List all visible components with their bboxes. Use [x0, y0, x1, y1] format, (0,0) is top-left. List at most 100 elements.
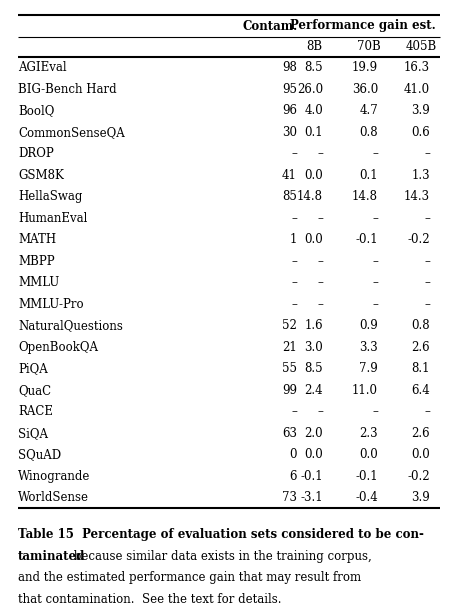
- Text: 26.0: 26.0: [297, 83, 323, 95]
- Text: 0.0: 0.0: [304, 169, 323, 182]
- Text: HellaSwag: HellaSwag: [18, 190, 82, 203]
- Text: 14.3: 14.3: [404, 190, 430, 203]
- Text: –: –: [317, 255, 323, 268]
- Text: –: –: [291, 147, 297, 160]
- Text: Table 15  Percentage of evaluation sets considered to be con-: Table 15 Percentage of evaluation sets c…: [18, 529, 424, 541]
- Text: 0.6: 0.6: [411, 126, 430, 139]
- Text: 1: 1: [290, 233, 297, 246]
- Text: 4.0: 4.0: [304, 104, 323, 117]
- Text: –: –: [291, 212, 297, 225]
- Text: 3.3: 3.3: [359, 341, 378, 354]
- Text: 2.6: 2.6: [411, 341, 430, 354]
- Text: –: –: [317, 405, 323, 418]
- Text: –: –: [424, 276, 430, 290]
- Text: 8.1: 8.1: [411, 362, 430, 375]
- Text: 14.8: 14.8: [352, 190, 378, 203]
- Text: 41.0: 41.0: [404, 83, 430, 95]
- Text: NaturalQuestions: NaturalQuestions: [18, 319, 123, 332]
- Text: 52: 52: [282, 319, 297, 332]
- Text: BoolQ: BoolQ: [18, 104, 54, 117]
- Text: -0.1: -0.1: [300, 470, 323, 483]
- Text: 6.4: 6.4: [411, 384, 430, 397]
- Text: CommonSenseQA: CommonSenseQA: [18, 126, 125, 139]
- Text: 0.8: 0.8: [359, 126, 378, 139]
- Text: MMLU: MMLU: [18, 276, 59, 290]
- Text: 3.9: 3.9: [411, 104, 430, 117]
- Text: 3.0: 3.0: [304, 341, 323, 354]
- Text: 95: 95: [282, 83, 297, 95]
- Text: –: –: [424, 147, 430, 160]
- Text: 0.0: 0.0: [359, 448, 378, 461]
- Text: 41: 41: [282, 169, 297, 182]
- Text: 63: 63: [282, 427, 297, 440]
- Text: 7.9: 7.9: [359, 362, 378, 375]
- Text: 70B: 70B: [357, 41, 381, 54]
- Text: QuaC: QuaC: [18, 384, 51, 397]
- Text: –: –: [291, 276, 297, 290]
- Text: –: –: [372, 147, 378, 160]
- Text: –: –: [424, 298, 430, 310]
- Text: -0.1: -0.1: [356, 470, 378, 483]
- Text: WorldSense: WorldSense: [18, 491, 89, 505]
- Text: –: –: [317, 147, 323, 160]
- Text: 11.0: 11.0: [352, 384, 378, 397]
- Text: 405B: 405B: [405, 41, 436, 54]
- Text: 55: 55: [282, 362, 297, 375]
- Text: –: –: [424, 212, 430, 225]
- Text: 2.6: 2.6: [411, 427, 430, 440]
- Text: OpenBookQA: OpenBookQA: [18, 341, 98, 354]
- Text: 0.1: 0.1: [304, 126, 323, 139]
- Text: 0.0: 0.0: [411, 448, 430, 461]
- Text: 96: 96: [282, 104, 297, 117]
- Text: AGIEval: AGIEval: [18, 61, 67, 75]
- Text: 3.9: 3.9: [411, 491, 430, 505]
- Text: 0.9: 0.9: [359, 319, 378, 332]
- Text: –: –: [291, 405, 297, 418]
- Text: 8.5: 8.5: [304, 362, 323, 375]
- Text: –: –: [317, 298, 323, 310]
- Text: 99: 99: [282, 384, 297, 397]
- Text: 85: 85: [282, 190, 297, 203]
- Text: 2.4: 2.4: [304, 384, 323, 397]
- Text: 21: 21: [282, 341, 297, 354]
- Text: -3.1: -3.1: [300, 491, 323, 505]
- Text: –: –: [317, 276, 323, 290]
- Text: Contam.: Contam.: [242, 20, 298, 33]
- Text: 73: 73: [282, 491, 297, 505]
- Text: –: –: [372, 276, 378, 290]
- Text: 98: 98: [282, 61, 297, 75]
- Text: DROP: DROP: [18, 147, 54, 160]
- Text: –: –: [372, 298, 378, 310]
- Text: 8.5: 8.5: [304, 61, 323, 75]
- Text: 0.0: 0.0: [304, 233, 323, 246]
- Text: 14.8: 14.8: [297, 190, 323, 203]
- Text: 1.6: 1.6: [304, 319, 323, 332]
- Text: 4.7: 4.7: [359, 104, 378, 117]
- Text: –: –: [372, 405, 378, 418]
- Text: GSM8K: GSM8K: [18, 169, 64, 182]
- Text: 0: 0: [289, 448, 297, 461]
- Text: BIG-Bench Hard: BIG-Bench Hard: [18, 83, 117, 95]
- Text: 16.3: 16.3: [404, 61, 430, 75]
- Text: MMLU-Pro: MMLU-Pro: [18, 298, 84, 310]
- Text: –: –: [424, 405, 430, 418]
- Text: that contamination.  See the text for details.: that contamination. See the text for det…: [18, 593, 282, 606]
- Text: 1.3: 1.3: [411, 169, 430, 182]
- Text: MATH: MATH: [18, 233, 56, 246]
- Text: –: –: [424, 255, 430, 268]
- Text: 8B: 8B: [306, 41, 322, 54]
- Text: 30: 30: [282, 126, 297, 139]
- Text: MBPP: MBPP: [18, 255, 55, 268]
- Text: Winogrande: Winogrande: [18, 470, 90, 483]
- Text: –: –: [372, 255, 378, 268]
- Text: because similar data exists in the training corpus,: because similar data exists in the train…: [70, 550, 372, 563]
- Text: and the estimated performance gain that may result from: and the estimated performance gain that …: [18, 572, 361, 585]
- Text: -0.2: -0.2: [407, 470, 430, 483]
- Text: SQuAD: SQuAD: [18, 448, 61, 461]
- Text: 36.0: 36.0: [352, 83, 378, 95]
- Text: RACE: RACE: [18, 405, 53, 418]
- Text: 0.8: 0.8: [411, 319, 430, 332]
- Text: -0.2: -0.2: [407, 233, 430, 246]
- Text: –: –: [291, 255, 297, 268]
- Text: –: –: [291, 298, 297, 310]
